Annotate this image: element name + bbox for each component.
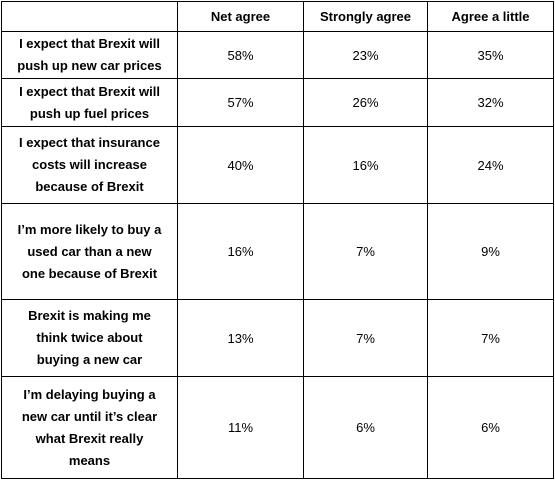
header-strongly-agree: Strongly agree [303, 1, 428, 32]
row-label-line: I expect that Brexit will [19, 83, 160, 99]
row-label: Brexit is making me think twice about bu… [1, 299, 178, 377]
header-agree-a-little: Agree a little [427, 1, 554, 32]
strongly-agree-cell: 23% [303, 31, 428, 79]
table-row: Brexit is making me think twice about bu… [1, 299, 554, 377]
row-label-line: Brexit is making me [28, 308, 151, 323]
row-label-line: means [68, 452, 111, 468]
net-agree-cell: 57% [177, 78, 304, 127]
row-label-line: I expect that Brexit will [19, 36, 160, 51]
agree-a-little-cell: 9% [427, 203, 554, 300]
row-label-line: push up new car prices [17, 58, 162, 73]
row-label-line: costs will increase [32, 157, 147, 172]
row-label-line: used car than a new [27, 243, 152, 259]
row-label-line: I’m delaying buying a [23, 386, 156, 402]
agree-a-little-cell: 35% [427, 31, 554, 79]
net-agree-cell: 11% [177, 376, 304, 479]
row-label-line: I’m more likely to buy a [17, 221, 162, 237]
table-row: I’m delaying buying a new car until it’s… [1, 376, 554, 479]
row-label-line: new car until it’s clear [21, 408, 158, 424]
row-label: I expect that Brexit will push up fuel p… [1, 78, 178, 127]
row-label-line: think twice about [36, 330, 143, 345]
agree-a-little-cell: 24% [427, 126, 554, 204]
strongly-agree-cell: 7% [303, 299, 428, 377]
row-label: I expect that Brexit will push up new ca… [1, 31, 178, 79]
header-net-agree: Net agree [177, 1, 304, 32]
strongly-agree-cell: 26% [303, 78, 428, 127]
table-row: I expect that Brexit will push up new ca… [1, 31, 554, 79]
row-label: I’m delaying buying a new car until it’s… [1, 376, 178, 479]
table-row: I’m more likely to buy a used car than a… [1, 203, 554, 300]
net-agree-cell: 13% [177, 299, 304, 377]
row-label-line: I expect that insurance [19, 135, 160, 150]
row-label-line: push up fuel prices [29, 105, 150, 121]
row-label-line: because of Brexit [35, 179, 144, 194]
agree-a-little-cell: 7% [427, 299, 554, 377]
strongly-agree-cell: 16% [303, 126, 428, 204]
row-label: I’m more likely to buy a used car than a… [1, 203, 178, 300]
agree-a-little-cell: 6% [427, 376, 554, 479]
net-agree-cell: 40% [177, 126, 304, 204]
table-row: I expect that insurance costs will incre… [1, 126, 554, 204]
row-label: I expect that insurance costs will incre… [1, 126, 178, 204]
net-agree-cell: 16% [177, 203, 304, 300]
row-label-line: what Brexit really [35, 430, 144, 446]
net-agree-cell: 58% [177, 31, 304, 79]
agree-a-little-cell: 32% [427, 78, 554, 127]
header-empty-cell [1, 1, 178, 32]
header-row: Net agree Strongly agree Agree a little [1, 1, 554, 32]
table-row: I expect that Brexit will push up fuel p… [1, 78, 554, 127]
strongly-agree-cell: 7% [303, 203, 428, 300]
row-label-line: one because of Brexit [21, 265, 158, 281]
row-label-line: buying a new car [36, 352, 143, 367]
strongly-agree-cell: 6% [303, 376, 428, 479]
